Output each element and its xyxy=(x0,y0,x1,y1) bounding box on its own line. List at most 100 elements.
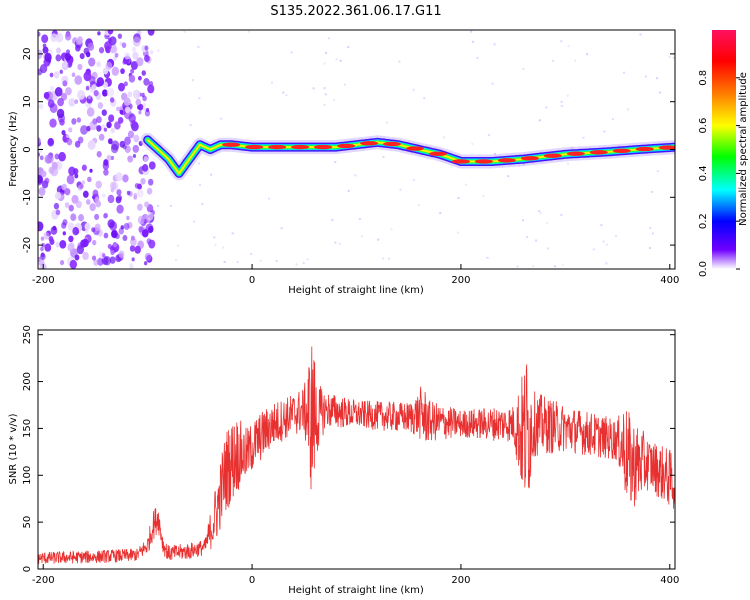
spectrogram-speckle xyxy=(268,197,271,200)
spectrogram-noise-blob xyxy=(77,136,84,144)
spectrogram-noise-blob xyxy=(92,189,99,197)
spectrogram-speckle xyxy=(323,104,326,107)
colorbar-ticks: 0.0 0.2 0.4 0.6 0.8 xyxy=(698,70,740,277)
snr-y-tick-label: 250 xyxy=(22,325,33,344)
spectrogram-noise-blob xyxy=(108,114,115,123)
spectrogram-speckle xyxy=(553,265,556,268)
spectrogram-speckle xyxy=(382,257,385,260)
spectrogram-ridge-peak xyxy=(337,143,356,149)
spectrogram-speckle xyxy=(586,53,589,56)
spectrogram-noise-blob xyxy=(74,254,80,261)
spectrogram-noise-blob xyxy=(147,30,155,36)
spectrogram-speckle xyxy=(656,170,659,173)
spectrogram-noise-blob xyxy=(145,108,150,113)
spectrogram-speckle xyxy=(560,100,563,103)
spectrogram-speckle xyxy=(532,265,535,268)
spectrogram-y-tick-label: -10 xyxy=(22,189,33,205)
spectrogram-ridge-peak xyxy=(566,151,585,156)
spectrogram-ridge-peak xyxy=(314,144,333,150)
spectrogram-speckle xyxy=(493,43,496,46)
spectrogram-noise-blob xyxy=(107,30,114,35)
snr-y-tick-label: 0 xyxy=(22,566,33,572)
spectrogram-noise-blob xyxy=(53,202,60,210)
spectrogram-speckle xyxy=(651,232,654,235)
spectrogram-speckle xyxy=(275,259,278,262)
spectrogram-speckle xyxy=(470,30,473,33)
spectrogram-speckle xyxy=(488,134,491,137)
spectrogram-noise-blob xyxy=(103,255,112,266)
spectrogram-noise-blob xyxy=(76,117,82,123)
spectrogram-ridge-peak xyxy=(428,151,447,157)
spectrogram-noise-blob xyxy=(79,183,84,189)
spectrogram-noise-blob xyxy=(114,52,119,58)
spectrogram-speckle xyxy=(574,59,577,62)
spectrogram-noise-blob xyxy=(105,61,113,71)
spectrogram-noise-blob xyxy=(144,252,152,262)
spectrogram-noise-blob xyxy=(116,106,120,112)
spectrogram-noise-blob xyxy=(132,154,137,159)
spectrogram-noise-blob xyxy=(73,168,79,175)
colorbar-tick-label: 0.8 xyxy=(698,70,709,86)
spectrogram-speckle xyxy=(567,45,570,48)
spectrogram-noise-blob xyxy=(62,61,68,68)
spectrogram-speckle xyxy=(325,51,328,54)
spectrogram-noise-blob xyxy=(144,45,149,51)
spectrogram-speckle xyxy=(650,190,653,193)
spectrogram-speckle xyxy=(347,189,350,192)
spectrogram-noise-blob xyxy=(54,153,60,160)
snr-frame xyxy=(37,329,676,570)
spectrogram-speckle xyxy=(324,93,327,96)
spectrogram-ridge-peak xyxy=(291,144,310,150)
spectrogram-noise-blob xyxy=(146,212,154,221)
spectrogram-noise-blob xyxy=(132,144,140,153)
spectrogram-x-tick-label: 0 xyxy=(249,275,255,286)
spectrogram-speckle xyxy=(198,97,201,100)
colorbar-tick-label: 0.4 xyxy=(698,165,709,181)
spectrogram-speckle xyxy=(231,232,234,235)
spectrogram-noise-blob xyxy=(77,36,83,44)
spectrogram-noise-blob xyxy=(59,118,65,126)
spectrogram-noise-blob xyxy=(107,243,112,249)
spectrogram-speckle xyxy=(507,175,510,178)
spectrogram-noise-blob xyxy=(109,256,116,264)
spectrogram-speckle xyxy=(560,213,563,216)
spectrogram-speckle xyxy=(323,62,326,65)
spectrogram-speckle xyxy=(250,252,253,255)
spectrogram-speckle xyxy=(644,75,647,78)
spectrogram-noise-blob xyxy=(133,134,140,143)
spectrogram-noise-blob xyxy=(107,219,115,229)
spectrogram-noise-blob xyxy=(109,97,115,103)
spectrogram-noise-blob xyxy=(39,155,44,161)
spectrogram-noise-blob xyxy=(132,89,141,99)
spectrogram-speckle xyxy=(615,235,618,238)
spectrogram-speckle xyxy=(247,30,250,33)
spectrogram-ridge-peak xyxy=(635,146,654,152)
spectrogram-speckle xyxy=(354,174,357,177)
spectrogram-noise-blob xyxy=(68,204,74,212)
spectrogram-y-ticks: -20 -10 0 10 20 xyxy=(22,48,675,253)
spectrogram-noise-blob xyxy=(144,109,151,117)
spectrogram-noise-blob xyxy=(41,34,49,44)
spectrogram-noise-blob xyxy=(96,81,101,88)
spectrogram-noise-blob xyxy=(47,99,55,108)
spectrogram-noise-blob xyxy=(61,130,66,136)
spectrogram-noise-blob xyxy=(84,228,89,234)
spectrogram-noise-blob xyxy=(42,43,47,49)
spectrogram-noise-blob xyxy=(89,203,96,212)
spectrogram-speckle xyxy=(476,57,479,60)
spectrogram-ridge-peak xyxy=(268,144,287,150)
spectrogram-speckle xyxy=(538,210,541,213)
spectrogram-ridge-peak xyxy=(451,159,470,164)
spectrogram-ridge-peak xyxy=(360,141,379,146)
spectrogram-noise-blob xyxy=(75,44,81,52)
spectrogram-speckle xyxy=(334,241,337,244)
snr-x-tick-label: 0 xyxy=(249,575,255,586)
spectrogram-noise-blob xyxy=(62,80,68,87)
spectrogram-speckle xyxy=(493,152,496,155)
spectrogram-panel: -200 0 200 400 -20 -10 0 10 20 Height of straig… xyxy=(8,29,679,296)
spectrogram-noise-blob xyxy=(106,154,112,161)
spectrogram-speckle xyxy=(333,98,336,101)
spectrogram-y-tick-label: 20 xyxy=(22,48,33,61)
spectrogram-noise-blob xyxy=(87,176,92,183)
snr-x-label: Height of straight line (km) xyxy=(288,585,424,596)
